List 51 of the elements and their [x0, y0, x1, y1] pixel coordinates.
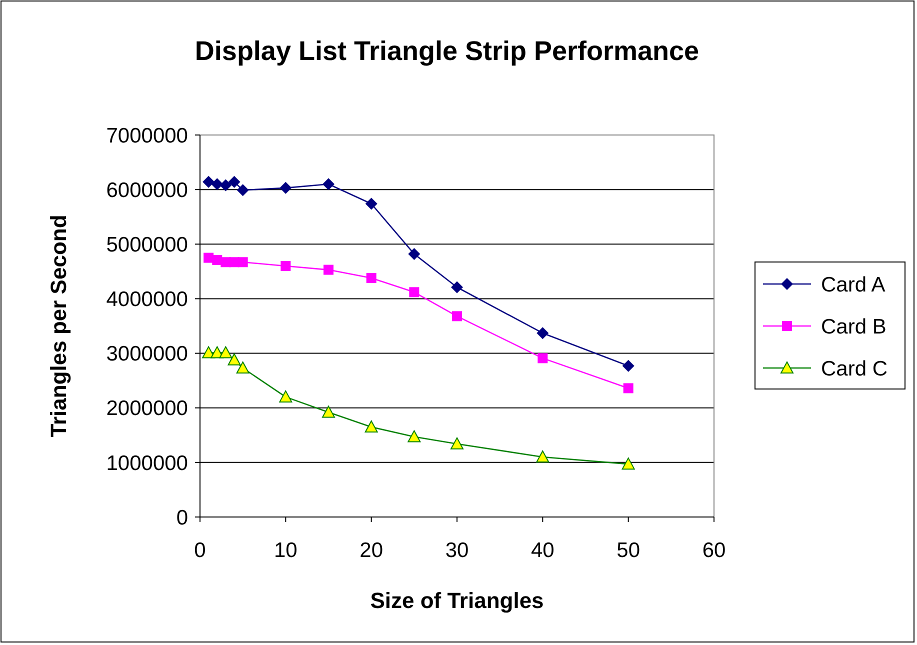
- point: [408, 430, 421, 442]
- x-tick-label: 10: [274, 539, 298, 562]
- x-tick-label: 50: [616, 539, 640, 562]
- point: [450, 437, 464, 450]
- point: [536, 327, 549, 340]
- point: [452, 311, 462, 322]
- point: [366, 272, 376, 283]
- y-tick-label: 7000000: [106, 124, 188, 148]
- point: [622, 458, 635, 470]
- point: [408, 248, 420, 260]
- point: [211, 178, 224, 190]
- point: [623, 383, 634, 394]
- y-tick-label: 5000000: [106, 233, 188, 256]
- point: [324, 264, 334, 275]
- y-tick-label: 6000000: [106, 178, 188, 202]
- point: [228, 353, 241, 366]
- point: [236, 184, 249, 196]
- y-tick-label: 1000000: [106, 452, 188, 475]
- legend-label: Card B: [821, 315, 886, 338]
- y-tick-label: 4000000: [106, 288, 188, 312]
- point: [365, 198, 378, 210]
- point: [202, 176, 215, 188]
- y-tick-label: 3000000: [106, 342, 188, 366]
- point: [322, 406, 335, 418]
- legend-label: Card C: [821, 357, 888, 380]
- point: [451, 281, 463, 294]
- point: [280, 260, 291, 271]
- point: [280, 182, 292, 194]
- legend-label: Card A: [821, 273, 886, 296]
- x-tick-label: 20: [360, 539, 384, 562]
- point: [236, 362, 250, 374]
- point: [238, 257, 248, 268]
- point: [409, 287, 420, 298]
- point: [220, 179, 232, 192]
- x-tick-label: 40: [530, 539, 554, 562]
- point: [279, 390, 292, 402]
- point: [219, 346, 232, 358]
- x-tick-label: 60: [702, 539, 726, 562]
- point: [622, 360, 634, 372]
- x-tick-label: 30: [445, 539, 469, 562]
- x-axis-title: Size of Triangles: [370, 588, 544, 613]
- chart-title: Display List Triangle Strip Performance: [194, 36, 700, 66]
- y-tick-label: 2000000: [106, 397, 188, 420]
- y-tick-label: 0: [176, 506, 188, 530]
- x-tick-label: 0: [194, 539, 206, 562]
- point: [228, 176, 240, 188]
- point: [536, 450, 550, 462]
- point: [364, 420, 378, 432]
- y-axis-title: Triangles per Second: [46, 214, 71, 438]
- point: [322, 178, 334, 190]
- point: [538, 353, 548, 364]
